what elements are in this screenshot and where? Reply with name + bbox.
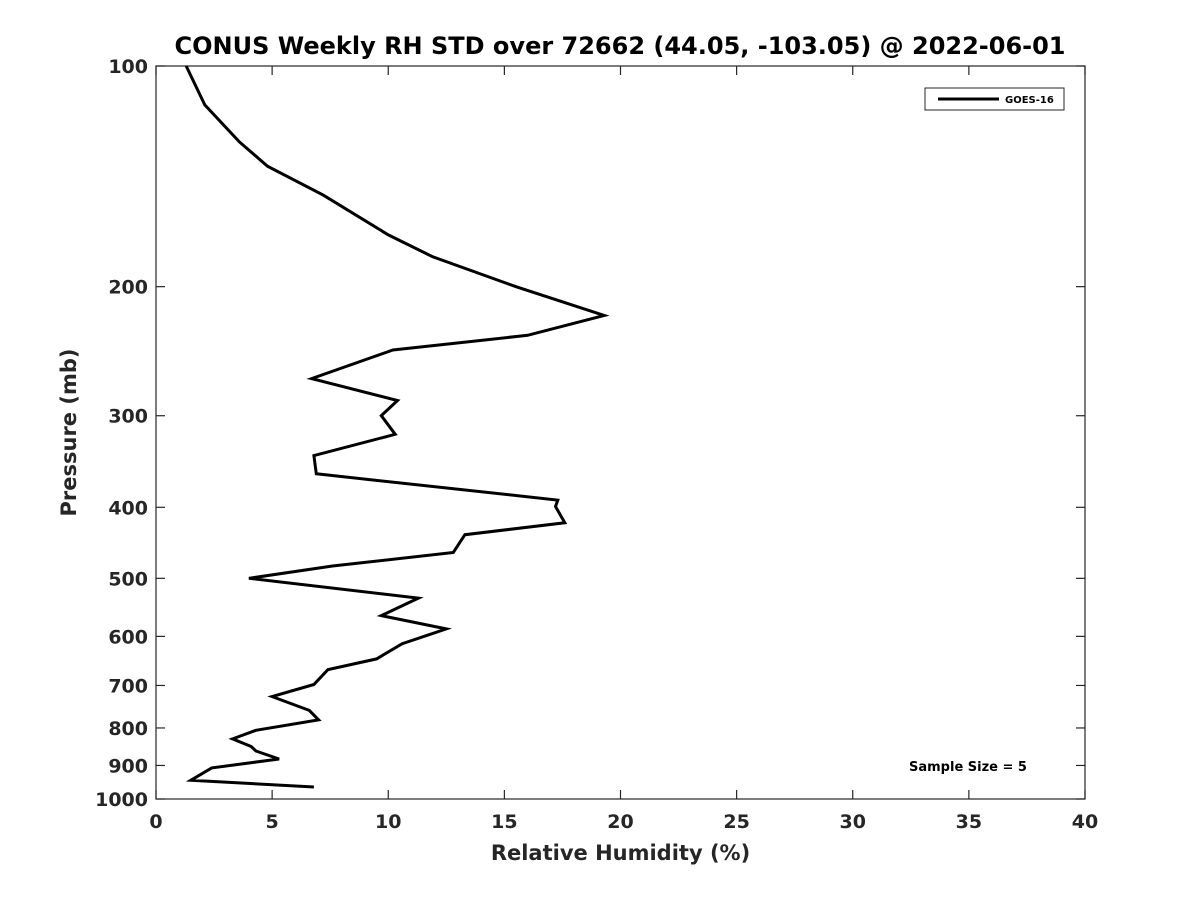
y-tick-label-300: 300 xyxy=(108,406,148,428)
x-tick-label-35: 35 xyxy=(956,811,982,833)
y-tick-label-800: 800 xyxy=(108,718,148,740)
y-tick-label-600: 600 xyxy=(108,626,148,648)
y-tick-label-100: 100 xyxy=(108,56,148,78)
x-tick-label-25: 25 xyxy=(723,811,749,833)
x-tick-label-40: 40 xyxy=(1072,811,1098,833)
x-tick-label-10: 10 xyxy=(375,811,401,833)
x-tick-label-15: 15 xyxy=(491,811,517,833)
x-axis-label: Relative Humidity (%) xyxy=(491,841,750,865)
series-line-goes-16 xyxy=(184,65,610,789)
legend: GOES-16 xyxy=(924,87,1065,111)
sample-size-annotation: Sample Size = 5 xyxy=(909,760,1027,775)
y-tick-label-1000: 1000 xyxy=(95,789,148,811)
legend-entry-goes-16: GOES-16 xyxy=(1005,95,1054,106)
y-axis: 100 200 300 400 500 600 700 800 900 1000 xyxy=(95,56,1085,811)
y-tick-label-400: 400 xyxy=(108,497,148,519)
x-tick-label-30: 30 xyxy=(840,811,866,833)
chart-title: CONUS Weekly RH STD over 72662 (44.05, -… xyxy=(174,32,1065,60)
y-tick-label-500: 500 xyxy=(108,568,148,590)
y-tick-label-900: 900 xyxy=(108,755,148,777)
y-tick-label-200: 200 xyxy=(108,277,148,299)
y-tick-label-700: 700 xyxy=(108,675,148,697)
series-layer xyxy=(184,65,610,789)
x-axis: 0 5 10 15 20 25 30 35 40 xyxy=(149,66,1098,833)
x-tick-label-5: 5 xyxy=(266,811,279,833)
x-tick-label-20: 20 xyxy=(607,811,633,833)
y-axis-label: Pressure (mb) xyxy=(57,349,81,517)
x-tick-label-0: 0 xyxy=(149,811,162,833)
